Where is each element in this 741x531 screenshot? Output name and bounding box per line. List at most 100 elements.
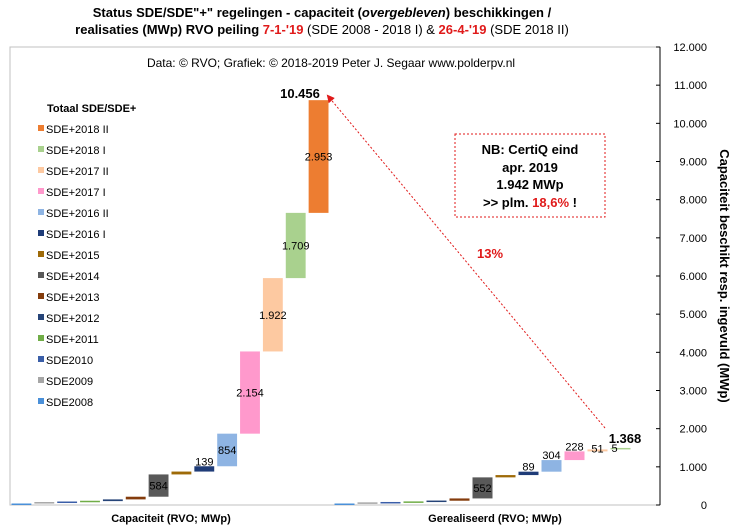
- legend-swatch: [38, 356, 44, 362]
- legend-swatch: [38, 188, 44, 194]
- segment-value-label: 5: [611, 443, 617, 455]
- legend-entry: SDE+2017 II: [46, 166, 109, 178]
- legend-entry: SDE+2015: [46, 250, 100, 262]
- chart-title-line1: Status SDE/SDE"+" regelingen - capacitei…: [93, 5, 552, 20]
- legend-swatch: [38, 209, 44, 215]
- segment-value-label: 1.709: [282, 240, 310, 252]
- total-label-capaciteit: 10.456: [280, 86, 320, 101]
- legend-entry: SDE+2016 I: [46, 229, 106, 241]
- bar-segment: [11, 503, 32, 505]
- bar-segment: [308, 100, 329, 213]
- y-tick-label: 11.000: [674, 80, 707, 92]
- legend-entry: SDE2008: [46, 397, 93, 409]
- legend: Totaal SDE/SDE+ SDE2008 SDE2009 SDE2010 SDE…: [38, 103, 136, 409]
- legend-swatch: [38, 167, 44, 173]
- y-tick-label: 8.000: [679, 195, 707, 207]
- legend-entry: SDE+2013: [46, 292, 100, 304]
- legend-title: Totaal SDE/SDE+: [47, 103, 136, 115]
- legend-swatch: [38, 125, 44, 131]
- arrow-percentage-label: 13%: [477, 246, 503, 261]
- bar-segment: [285, 212, 306, 279]
- bar-segment: [217, 433, 238, 467]
- bar-segment: [80, 500, 100, 503]
- y-tick-label: 6.000: [679, 271, 707, 283]
- y-tick-label: 2.000: [679, 424, 707, 436]
- segment-value-label: 139: [195, 456, 213, 468]
- bar-segment: [610, 447, 631, 450]
- annotation-line4: >> plm. 18,6% !: [483, 195, 577, 210]
- bar-segment: [564, 451, 585, 461]
- legend-entry: SDE+2016 II: [46, 208, 109, 220]
- legend-entry: SDE+2011: [46, 334, 99, 346]
- segment-value-label: 854: [218, 445, 236, 457]
- legend-swatch: [38, 377, 44, 383]
- bars: [11, 100, 631, 505]
- segment-value-label: 304: [542, 450, 560, 462]
- x-category-label-capaciteit: Capaciteit (RVO; MWp): [111, 513, 231, 525]
- bar-segment: [403, 501, 424, 503]
- legend-entry: SDE2010: [46, 355, 93, 367]
- segment-value-label: 2.953: [305, 152, 333, 164]
- y-tick-label: 4.000: [679, 347, 707, 359]
- legend-swatch: [38, 272, 44, 278]
- legend-swatch: [38, 251, 44, 257]
- legend-entry: SDE+2018 II: [46, 124, 109, 136]
- y-tick-label: 3.000: [679, 386, 707, 398]
- y-tick-label: 7.000: [679, 233, 707, 245]
- bar-segment: [472, 477, 493, 499]
- legend-swatch: [38, 398, 44, 404]
- total-label-gerealiseerd: 1.368: [609, 431, 642, 446]
- y-tick-label: 5.000: [679, 309, 707, 321]
- growth-arrow: [326, 94, 606, 429]
- segment-value-label: 89: [522, 462, 534, 474]
- segment-value-label: 51: [591, 443, 603, 455]
- bar-segment: [449, 498, 470, 501]
- bar-segment: [102, 499, 123, 502]
- y-tick-label: 1.000: [679, 462, 707, 474]
- legend-entry: SDE+2017 I: [46, 187, 106, 199]
- bar-segment: [495, 475, 516, 478]
- y-axis-label: Capaciteit beschikt resp. ingevuld (MWp): [717, 149, 732, 403]
- bar-segment: [380, 501, 401, 504]
- bar-segment: [240, 351, 260, 434]
- annotation-line1: NB: CertiQ eind: [482, 142, 579, 157]
- bar-segment: [334, 503, 355, 505]
- legend-swatch: [38, 293, 44, 299]
- y-ticks: 0 1.000 2.000 3.000 4.000 5.000 6.000 7.000 8.00…: [656, 42, 707, 512]
- legend-swatch: [38, 230, 44, 236]
- bar-segment: [57, 501, 78, 504]
- bar-segment: [125, 496, 146, 500]
- segment-value-label: 552: [473, 483, 491, 495]
- y-tick-label: 9.000: [679, 157, 707, 169]
- legend-entry: SDE+2018 I: [46, 145, 106, 157]
- annotation-line2: apr. 2019: [502, 160, 558, 175]
- bar-segment: [518, 471, 539, 476]
- chart-title-line2: realisaties (MWp) RVO peiling 7-1-'19 (S…: [75, 22, 569, 37]
- bar-segment: [34, 502, 55, 504]
- legend-entry: SDE2009: [46, 376, 93, 388]
- bar-segment: [194, 466, 215, 472]
- annotation-box: NB: CertiQ eind apr. 2019 1.942 MWp >> p…: [454, 133, 606, 218]
- bar-segment: [262, 278, 283, 352]
- bar-segment: [148, 474, 169, 497]
- segment-value-label: 584: [149, 481, 167, 493]
- bar-segment: [171, 471, 192, 475]
- bar-segment: [357, 502, 378, 504]
- segment-value-label: 2.154: [236, 388, 264, 400]
- bar-segment: [587, 449, 608, 452]
- bar-segment: [426, 500, 447, 503]
- legend-entry: SDE+2014: [46, 271, 100, 283]
- legend-swatch: [38, 146, 44, 152]
- y-tick-label: 12.000: [673, 42, 707, 54]
- legend-swatch: [38, 335, 44, 341]
- annotation-line3: 1.942 MWp: [496, 177, 563, 192]
- segment-labels: 584 139 854 2.154 1.922 1.709 2.953 552 89 304 228…: [149, 152, 617, 495]
- y-tick-label: 10.000: [673, 118, 707, 130]
- chart-subtitle: Data: © RVO; Grafiek: © 2018-2019 Peter …: [147, 56, 515, 70]
- y-tick-label: 0: [701, 500, 707, 512]
- x-category-label-gerealiseerd: Gerealiseerd (RVO; MWp): [428, 513, 562, 525]
- bar-segment: [541, 460, 562, 472]
- segment-value-label: 1.922: [259, 310, 287, 322]
- legend-swatch: [38, 314, 44, 320]
